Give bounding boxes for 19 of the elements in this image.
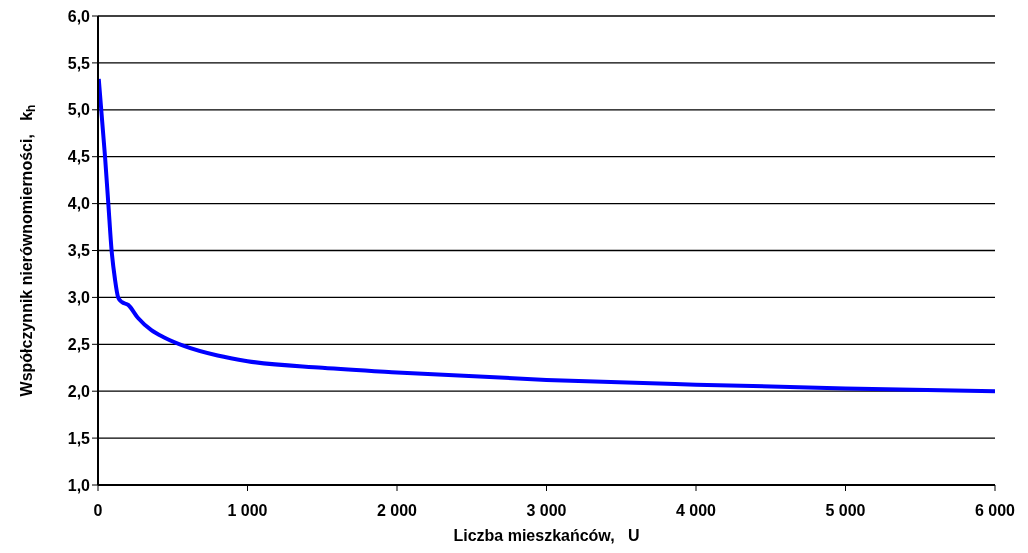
- x-tick-label: 2 000: [376, 502, 418, 520]
- x-tick-label: 6 000: [974, 502, 1016, 520]
- y-tick-label: 2,0: [67, 382, 91, 400]
- y-tick-label: 2,5: [67, 335, 91, 353]
- y-tick-label: 4,0: [67, 195, 91, 213]
- x-tick-label: 3 000: [526, 502, 567, 520]
- y-tick-label: 1,0: [67, 476, 91, 494]
- y-tick-label: 4,5: [67, 148, 91, 166]
- y-tick-label: 5,5: [67, 54, 91, 72]
- y-tick-label: 5,0: [67, 101, 91, 119]
- y-tick-label: 6,0: [67, 7, 91, 25]
- y-tick-label: 3,5: [67, 242, 91, 260]
- y-tick-label: 1,5: [67, 429, 91, 447]
- x-tick-label: 5 000: [825, 502, 866, 520]
- y-tick-label: 3,0: [67, 289, 91, 307]
- x-tick-label: 4 000: [675, 502, 717, 520]
- x-axis-title: Liczba mieszkańców, U: [453, 527, 640, 544]
- x-tick-label: 1 000: [227, 502, 268, 520]
- x-tick-label: 0: [93, 502, 103, 520]
